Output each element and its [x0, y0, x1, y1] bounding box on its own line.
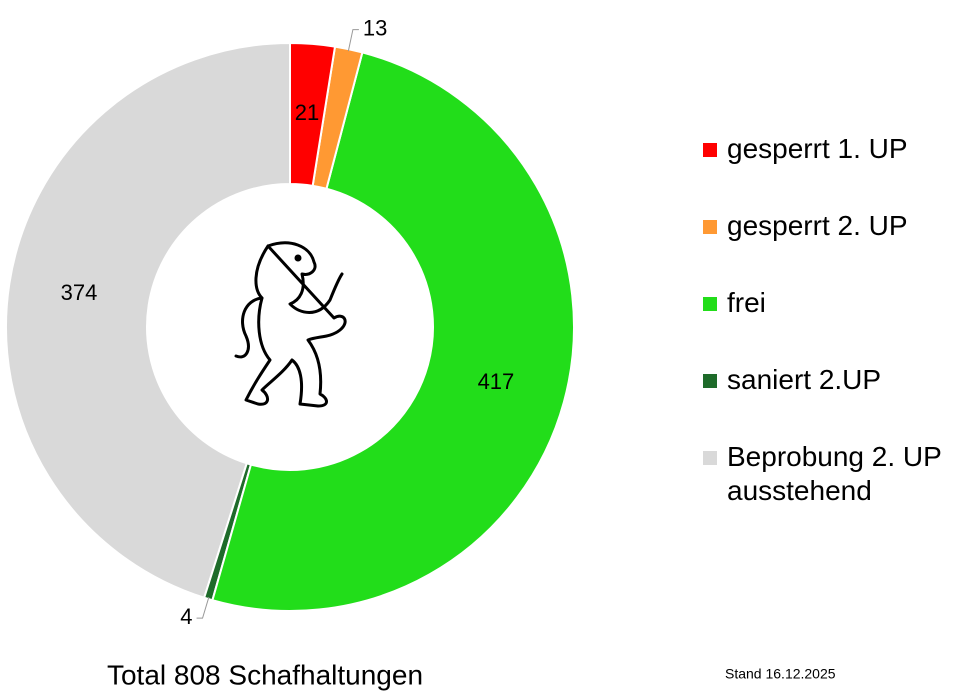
legend-swatch [703, 143, 717, 157]
legend-label: frei [727, 287, 766, 318]
legend-label: gesperrt 1. UP [727, 133, 908, 164]
legend-swatch [703, 297, 717, 311]
leader-line [196, 596, 210, 619]
data-label: 13 [363, 15, 387, 40]
emblem [234, 241, 347, 408]
legend-label: Beprobung 2. UP ausstehend [727, 441, 942, 506]
note: Stand 16.12.2025 [725, 666, 836, 682]
data-label: 417 [478, 369, 515, 394]
legend: gesperrt 1. UP gesperrt 2. UP frei saniert … [700, 132, 976, 517]
donut-segment [5, 41, 291, 599]
legend-item: gesperrt 1. UP [700, 132, 976, 209]
legend-item: frei [700, 286, 976, 363]
donut-segment [311, 45, 364, 190]
legend-item: Beprobung 2. UP ausstehend [700, 440, 976, 517]
data-label: 374 [61, 280, 98, 305]
legend-label: gesperrt 2. UP [727, 210, 908, 241]
legend-swatch [703, 451, 717, 465]
legend-item: gesperrt 2. UP [700, 209, 976, 286]
legend-swatch [703, 374, 717, 388]
donut-segment [289, 41, 337, 187]
data-label: 21 [295, 100, 319, 125]
legend-swatch [703, 220, 717, 234]
leader-line [347, 29, 359, 52]
data-label: 4 [180, 604, 192, 629]
legend-item: saniert 2.UP [700, 363, 976, 440]
chart-title: Total 808 Schafhaltungen [107, 659, 423, 690]
donut-segment [211, 51, 575, 612]
legend-label: saniert 2.UP [727, 364, 882, 395]
